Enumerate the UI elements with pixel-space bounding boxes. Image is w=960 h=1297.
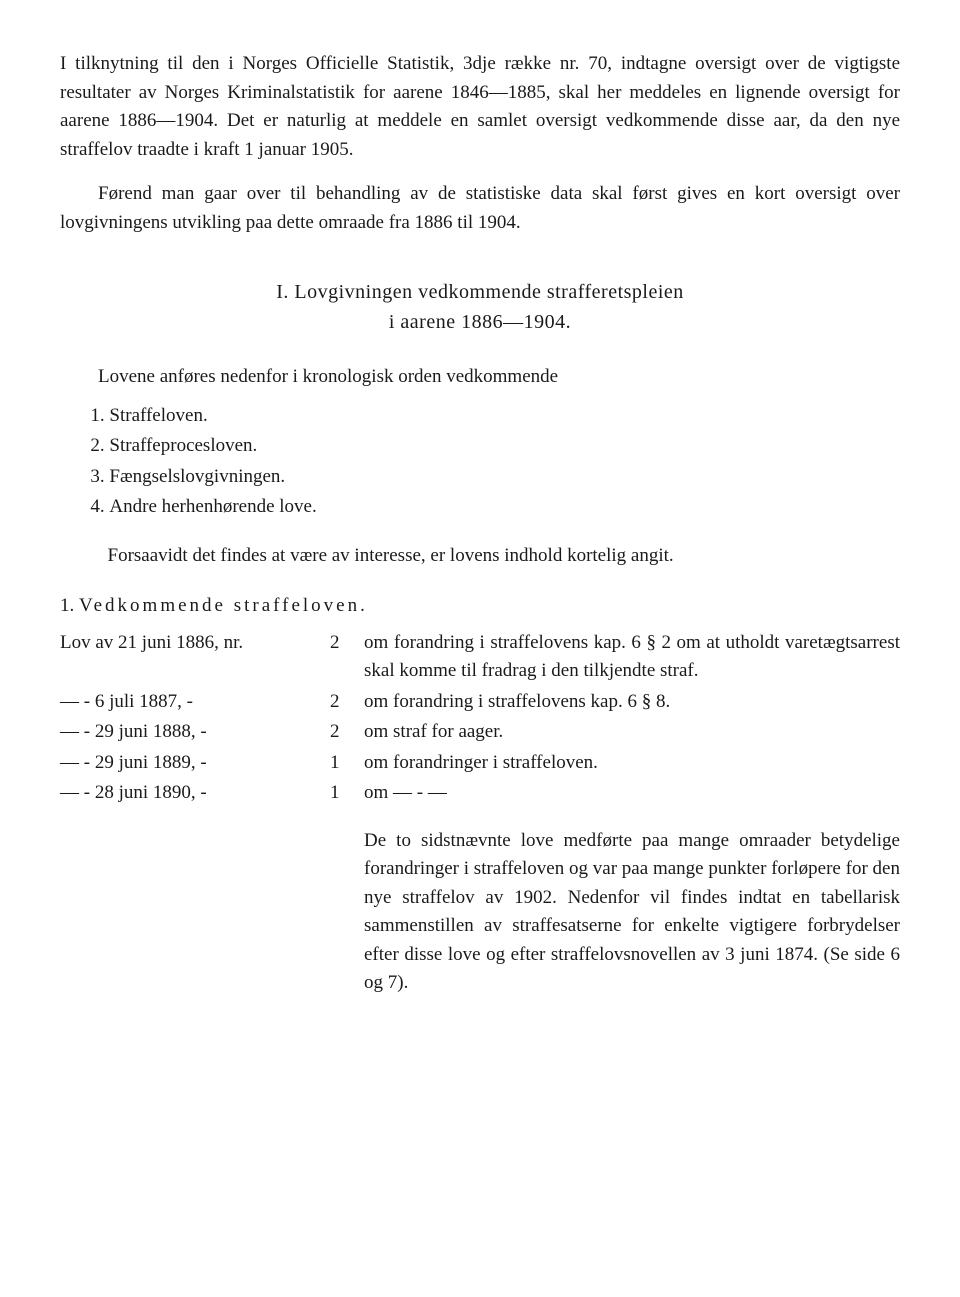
ordered-list: Straffeloven. Straffeprocesloven. Fængse… <box>60 402 900 522</box>
list-item: Andre herhenhørende love. <box>109 493 900 522</box>
law-description: om forandring i straffelovens kap. 6 § 8… <box>364 688 900 717</box>
law-number: 1 <box>330 779 364 808</box>
law-row: — - 29 juni 1889, - 1 om forandringer i … <box>60 749 900 778</box>
law-date: — - 29 juni 1889, - <box>60 749 330 778</box>
law-description: om — - — <box>364 779 900 808</box>
law-number: 1 <box>330 749 364 778</box>
law-date: — - 29 juni 1888, - <box>60 718 330 747</box>
section-heading-line1: Lovgivningen vedkommende strafferetsplei… <box>294 281 683 303</box>
intro-paragraph-2: Førend man gaar over til behandling av d… <box>60 180 900 237</box>
list-item: Straffeprocesloven. <box>109 432 900 461</box>
law-row: Lov av 21 juni 1886, nr. 2 om forandring… <box>60 629 900 686</box>
section-heading: I. Lovgivningen vedkommende strafferetsp… <box>60 277 900 337</box>
law-row: — - 28 juni 1890, - 1 om — - — <box>60 779 900 808</box>
law-list: Lov av 21 juni 1886, nr. 2 om forandring… <box>60 629 900 998</box>
list-item: Fængselslovgivningen. <box>109 463 900 492</box>
subsection-title: Vedkommende straffeloven. <box>79 595 368 616</box>
law-number: 2 <box>330 629 364 658</box>
tail-paragraph: De to sidstnævnte love medførte paa mang… <box>364 827 900 998</box>
law-description: om straf for aager. <box>364 718 900 747</box>
law-description: om forandringer i straffeloven. <box>364 749 900 778</box>
angit-paragraph: Forsaavidt det findes at være av interes… <box>60 542 900 571</box>
law-row: — - 6 juli 1887, - 2 om forandring i str… <box>60 688 900 717</box>
intro-paragraph-1: I tilknytning til den i Norges Officiell… <box>60 50 900 164</box>
law-description: om forandring i straffelovens kap. 6 § 2… <box>364 629 900 686</box>
law-number: 2 <box>330 688 364 717</box>
list-intro: Lovene anføres nedenfor i kronologisk or… <box>60 363 900 392</box>
law-row: — - 29 juni 1888, - 2 om straf for aager… <box>60 718 900 747</box>
law-date: Lov av 21 juni 1886, nr. <box>60 629 330 658</box>
section-heading-line2: i aarene 1886—1904. <box>60 307 900 337</box>
subsection-heading: 1. Vedkommende straffeloven. <box>60 592 900 621</box>
law-date: — - 6 juli 1887, - <box>60 688 330 717</box>
subsection-number: 1. <box>60 595 74 616</box>
law-date: — - 28 juni 1890, - <box>60 779 330 808</box>
section-heading-number: I. <box>276 281 289 303</box>
law-number: 2 <box>330 718 364 747</box>
list-item: Straffeloven. <box>109 402 900 431</box>
